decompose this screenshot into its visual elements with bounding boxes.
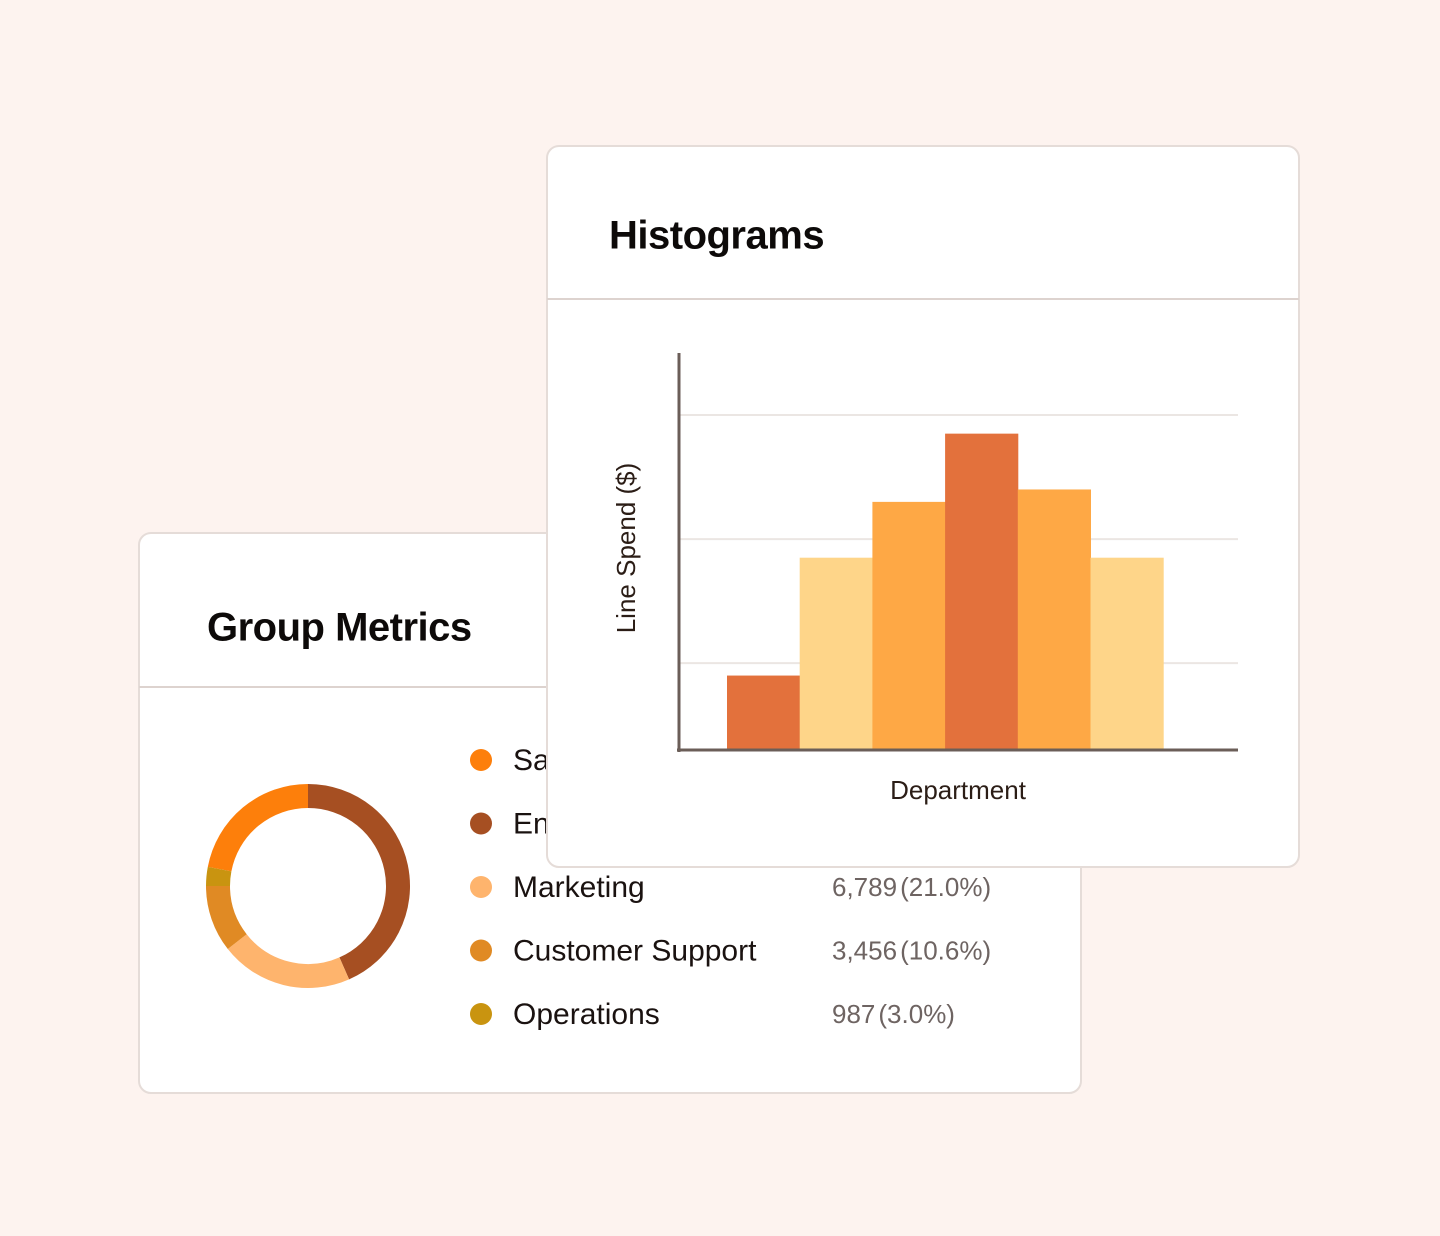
bar bbox=[1090, 557, 1164, 750]
legend-label: En bbox=[513, 807, 550, 840]
donut-segment bbox=[206, 885, 247, 950]
bar bbox=[799, 557, 873, 750]
legend-dot bbox=[470, 876, 492, 898]
card-title: Histograms bbox=[609, 214, 824, 258]
count-label: 987 bbox=[832, 999, 875, 1029]
bar bbox=[1017, 489, 1091, 750]
percent-label: (10.6%) bbox=[900, 935, 991, 965]
donut-segment bbox=[206, 866, 232, 887]
legend-label: Sa bbox=[513, 744, 550, 777]
count-label: 6,789 bbox=[832, 872, 897, 902]
percent-label: (21.0%) bbox=[900, 872, 991, 902]
legend-dot bbox=[470, 1003, 492, 1025]
count-label: 3,456 bbox=[832, 935, 897, 965]
legend-dot bbox=[470, 812, 492, 835]
donut-segment bbox=[307, 784, 410, 980]
x-axis-label: Department bbox=[890, 775, 1027, 805]
legend-dot bbox=[470, 749, 492, 771]
legend-label: Marketing bbox=[513, 871, 645, 904]
percent-label: (3.0%) bbox=[878, 999, 955, 1029]
legend-dot bbox=[470, 939, 492, 962]
bar bbox=[872, 501, 946, 750]
legend-label: Operations bbox=[513, 998, 660, 1031]
legend-label: Customer Support bbox=[513, 934, 757, 967]
card-title: Group Metrics bbox=[207, 606, 472, 650]
histograms-card: Histograms Department Line Spend ($) bbox=[546, 145, 1300, 868]
bar bbox=[945, 433, 1019, 750]
y-axis-label: Line Spend ($) bbox=[611, 463, 641, 634]
donut-segment bbox=[207, 784, 309, 872]
donut-segment bbox=[227, 933, 350, 988]
bar bbox=[727, 675, 801, 750]
